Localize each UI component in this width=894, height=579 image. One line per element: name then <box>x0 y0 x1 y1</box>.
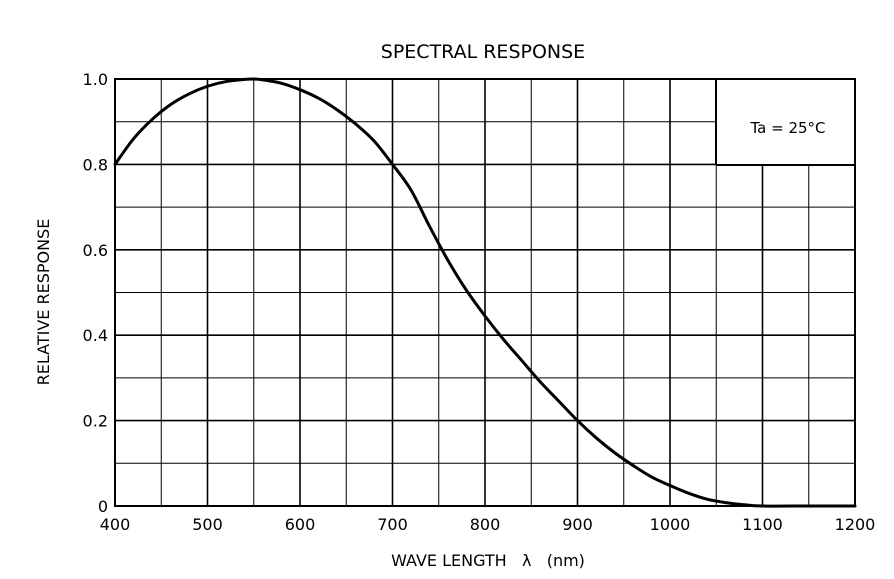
y-tick-label: 1.0 <box>83 70 108 89</box>
response-curve <box>113 77 857 508</box>
x-tick-label: 1100 <box>742 515 783 534</box>
x-tick-label: 500 <box>192 515 223 534</box>
y-axis-label: RELATIVE RESPONSE <box>34 219 53 386</box>
plot-frame <box>114 78 856 507</box>
x-tick-label: 900 <box>562 515 593 534</box>
x-tick-label: 400 <box>100 515 131 534</box>
y-tick-label: 0.8 <box>83 155 108 174</box>
chart-title: SPECTRAL RESPONSE <box>381 41 585 63</box>
x-axis-label: WAVE LENGTH λ (nm) <box>391 551 585 570</box>
x-tick-label: 1200 <box>835 515 876 534</box>
x-tick-label: 1000 <box>650 515 691 534</box>
y-tick-label: 0.2 <box>83 412 108 431</box>
x-tick-label: 600 <box>285 515 316 534</box>
annotation-text: Ta = 25°C <box>749 119 825 137</box>
y-tick-label: 0.6 <box>83 241 108 260</box>
x-tick-label: 800 <box>470 515 501 534</box>
x-tick-label: 700 <box>377 515 408 534</box>
y-tick-labels: 0 0.2 0.4 0.6 0.8 1.0 <box>83 70 108 516</box>
x-tick-labels: 400 500 600 700 800 900 1000 1100 1200 <box>100 515 876 534</box>
y-tick-label: 0.4 <box>83 326 108 345</box>
y-tick-label: 0 <box>98 497 108 516</box>
annotation-box <box>716 79 855 165</box>
